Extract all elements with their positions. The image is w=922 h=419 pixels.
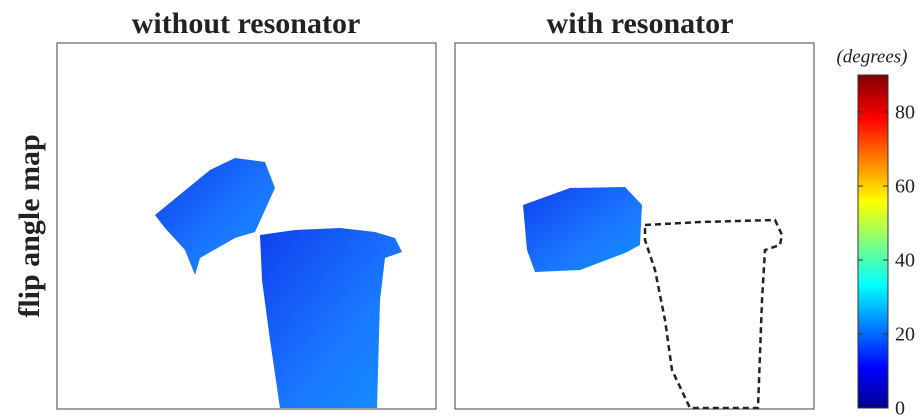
panel-title: with resonator <box>547 7 734 40</box>
colorbar-tick-label: 20 <box>895 324 915 346</box>
colorbar-tick-label: 60 <box>895 176 915 198</box>
colorbar-tick-label: 80 <box>895 102 915 124</box>
colorbar-tick-label: 40 <box>895 250 915 272</box>
colorbar <box>858 75 888 408</box>
colorbar-label: (degrees) <box>836 46 907 67</box>
panel-title: without resonator <box>132 7 361 40</box>
y-label: flip angle map <box>13 134 46 317</box>
figure: without resonator with resonator flip an… <box>0 0 922 419</box>
colorbar-tick-label: 0 <box>895 398 905 419</box>
